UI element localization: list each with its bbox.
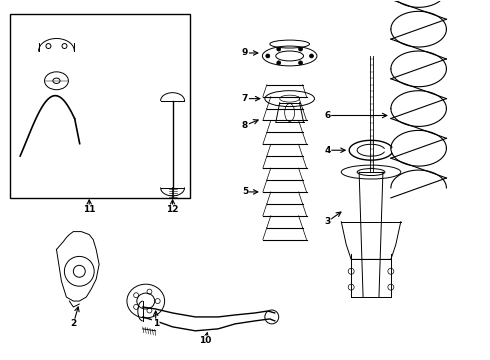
Text: 6: 6 [324, 111, 330, 120]
Circle shape [277, 47, 281, 51]
Text: 2: 2 [70, 319, 76, 328]
Text: 1: 1 [152, 319, 159, 328]
Text: 3: 3 [324, 217, 330, 226]
Text: 8: 8 [242, 121, 248, 130]
Text: 9: 9 [242, 49, 248, 58]
Text: 10: 10 [199, 336, 212, 345]
Circle shape [298, 47, 302, 51]
Circle shape [266, 54, 270, 58]
Circle shape [298, 61, 302, 65]
Bar [10, 14, 191, 198]
Circle shape [310, 54, 314, 58]
Text: 4: 4 [324, 146, 331, 155]
Text: 12: 12 [166, 205, 179, 214]
Circle shape [277, 61, 281, 65]
Text: 5: 5 [242, 188, 248, 197]
Text: 7: 7 [242, 94, 248, 103]
Text: 11: 11 [83, 205, 96, 214]
